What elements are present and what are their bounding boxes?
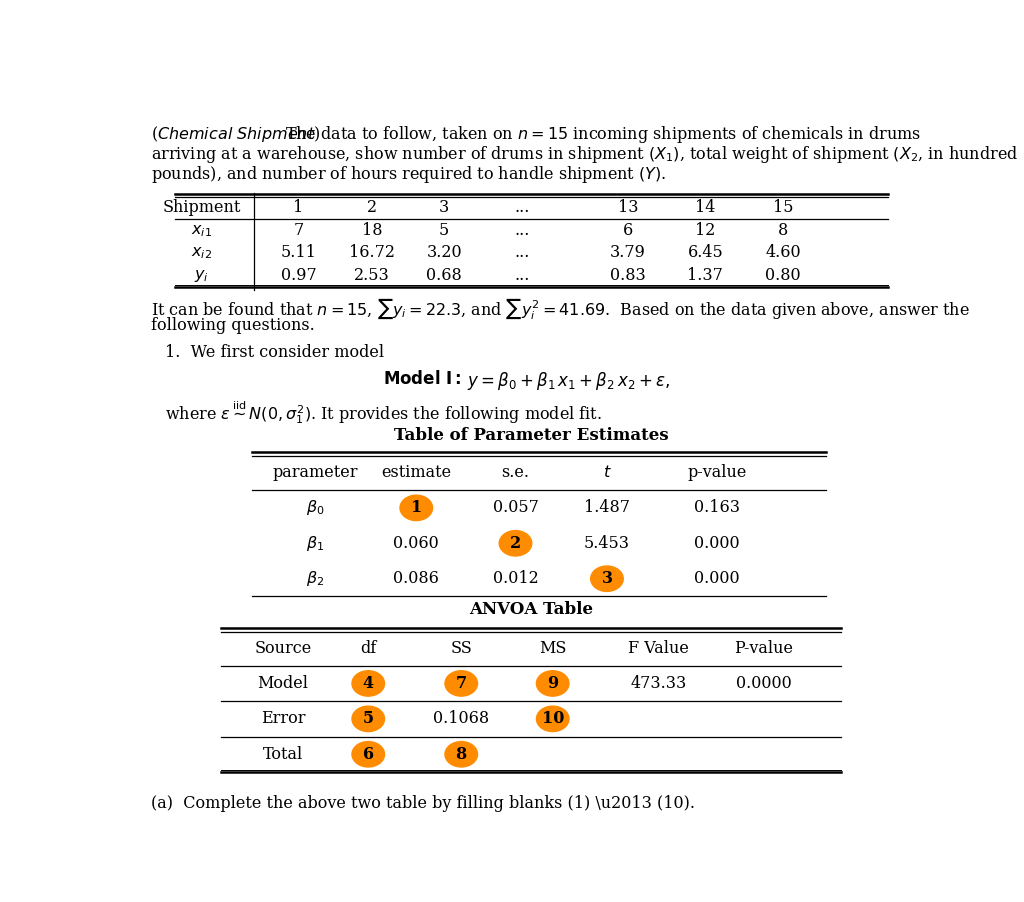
Text: 3: 3 (601, 570, 612, 587)
Text: 8: 8 (778, 222, 788, 239)
Text: 0.80: 0.80 (765, 267, 801, 284)
Text: $\beta_1$: $\beta_1$ (306, 534, 325, 553)
Text: The data to follow, taken on $n = 15$ incoming shipments of chemicals in drums: The data to follow, taken on $n = 15$ in… (285, 124, 921, 144)
Text: 1.  We first consider model: 1. We first consider model (165, 344, 384, 361)
Text: F Value: F Value (629, 640, 689, 657)
Text: $\beta_0$: $\beta_0$ (306, 499, 325, 518)
Text: 1: 1 (411, 500, 422, 516)
Text: 4: 4 (362, 675, 374, 692)
Text: $y_i$: $y_i$ (195, 267, 209, 284)
Text: 13: 13 (617, 198, 638, 216)
Text: 16.72: 16.72 (349, 244, 395, 262)
Text: Table of Parameter Estimates: Table of Parameter Estimates (393, 427, 669, 444)
Text: arriving at a warehouse, show number of drums in shipment $(X_1)$, total weight : arriving at a warehouse, show number of … (152, 143, 1019, 165)
Text: 0.000: 0.000 (694, 535, 739, 552)
Text: estimate: estimate (381, 464, 452, 481)
Text: ...: ... (514, 244, 529, 262)
Ellipse shape (352, 741, 385, 767)
Text: $\mathbf{Model\ I:}$: $\mathbf{Model\ I:}$ (383, 370, 461, 388)
Text: Shipment: Shipment (163, 198, 241, 216)
Text: SS: SS (451, 640, 472, 657)
Text: 3.20: 3.20 (426, 244, 462, 262)
Text: 0.0000: 0.0000 (735, 675, 792, 692)
Text: ...: ... (514, 198, 529, 216)
Text: s.e.: s.e. (502, 464, 529, 481)
Text: Total: Total (263, 746, 303, 763)
Ellipse shape (445, 741, 477, 767)
Text: where $\varepsilon \overset{\mathrm{iid}}{\sim} N(0, \sigma_1^2)$. It provides t: where $\varepsilon \overset{\mathrm{iid}… (165, 400, 602, 426)
Text: 4.60: 4.60 (765, 244, 801, 262)
Text: $x_{i1}$: $x_{i1}$ (191, 222, 212, 239)
Text: 5: 5 (439, 222, 450, 239)
Text: ANVOA Table: ANVOA Table (469, 601, 593, 618)
Text: 9: 9 (547, 675, 558, 692)
Ellipse shape (352, 706, 385, 732)
Text: It can be found that $n = 15$, $\sum y_i = 22.3$, and $\sum y_i^2 = 41.69$.  Bas: It can be found that $n = 15$, $\sum y_i… (152, 296, 970, 321)
Text: $x_{i2}$: $x_{i2}$ (191, 244, 212, 262)
Text: 2.53: 2.53 (354, 267, 390, 284)
Text: $\beta_2$: $\beta_2$ (306, 569, 325, 588)
Text: 5.11: 5.11 (281, 244, 316, 262)
Text: 15: 15 (773, 198, 794, 216)
Ellipse shape (500, 530, 531, 556)
Text: ...: ... (514, 222, 529, 239)
Text: 2: 2 (510, 535, 521, 552)
Text: MS: MS (539, 640, 566, 657)
Text: 6.45: 6.45 (687, 244, 723, 262)
Text: 1.487: 1.487 (584, 500, 630, 516)
Text: 12: 12 (695, 222, 716, 239)
Text: parameter: parameter (272, 464, 358, 481)
Text: 0.83: 0.83 (610, 267, 646, 284)
Ellipse shape (352, 671, 385, 696)
Text: pounds), and number of hours required to handle shipment $(Y)$.: pounds), and number of hours required to… (152, 163, 667, 185)
Text: 0.1068: 0.1068 (433, 711, 489, 727)
Text: 3.79: 3.79 (610, 244, 646, 262)
Text: (a)  Complete the above two table by filling blanks (1) \u2013 (10).: (a) Complete the above two table by fill… (152, 795, 695, 812)
Text: ...: ... (514, 267, 529, 284)
Text: 18: 18 (361, 222, 382, 239)
Text: P-value: P-value (734, 640, 793, 657)
Ellipse shape (400, 495, 432, 520)
Text: ($\mathit{Chemical\ Shipment}$): ($\mathit{Chemical\ Shipment}$) (152, 124, 321, 143)
Text: 0.97: 0.97 (281, 267, 316, 284)
Text: 5.453: 5.453 (584, 535, 630, 552)
Text: $y = \beta_0 + \beta_1\, x_1 + \beta_2\, x_2 + \varepsilon,$: $y = \beta_0 + \beta_1\, x_1 + \beta_2\,… (467, 370, 671, 392)
Text: 473.33: 473.33 (631, 675, 687, 692)
Text: df: df (360, 640, 377, 657)
Text: following questions.: following questions. (152, 317, 315, 334)
Text: Model: Model (257, 675, 308, 692)
Text: 6: 6 (362, 746, 374, 763)
Ellipse shape (537, 706, 569, 732)
Text: 0.086: 0.086 (393, 570, 439, 587)
Text: 0.163: 0.163 (694, 500, 740, 516)
Text: 8: 8 (456, 746, 467, 763)
Text: 5: 5 (362, 711, 374, 727)
Text: Error: Error (261, 711, 305, 727)
Text: 0.057: 0.057 (493, 500, 539, 516)
Text: 0.012: 0.012 (493, 570, 539, 587)
Text: $t$: $t$ (602, 464, 611, 481)
Text: 6: 6 (623, 222, 633, 239)
Text: 0.000: 0.000 (694, 570, 739, 587)
Text: 0.68: 0.68 (426, 267, 462, 284)
Text: 14: 14 (695, 198, 716, 216)
Text: 0.060: 0.060 (393, 535, 439, 552)
Text: 7: 7 (456, 675, 467, 692)
Text: 1: 1 (293, 198, 304, 216)
Ellipse shape (591, 566, 624, 592)
Text: 2: 2 (367, 198, 377, 216)
Ellipse shape (445, 671, 477, 696)
Text: 1.37: 1.37 (687, 267, 723, 284)
Text: 7: 7 (293, 222, 304, 239)
Text: Source: Source (254, 640, 311, 657)
Text: 10: 10 (542, 711, 564, 727)
Ellipse shape (537, 671, 569, 696)
Text: p-value: p-value (687, 464, 746, 481)
Text: 3: 3 (439, 198, 450, 216)
